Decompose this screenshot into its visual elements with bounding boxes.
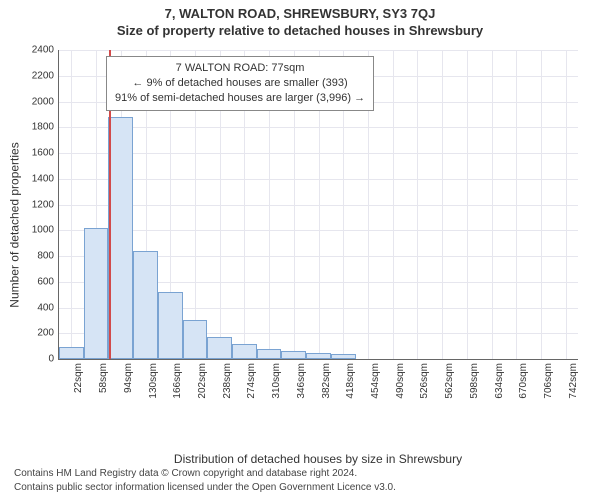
x-tick-label: 382sqm xyxy=(321,363,332,403)
gridline-vertical xyxy=(417,50,418,359)
histogram-bar xyxy=(207,337,232,359)
y-tick-label: 2000 xyxy=(24,96,54,107)
annotation-box: 7 WALTON ROAD: 77sqm ← 9% of detached ho… xyxy=(106,56,374,111)
histogram-bar xyxy=(306,353,331,359)
y-tick-label: 600 xyxy=(24,276,54,287)
x-tick-label: 598sqm xyxy=(469,363,480,403)
x-tick-label: 94sqm xyxy=(123,363,134,403)
y-axis-label: Number of detached properties xyxy=(6,50,24,400)
x-tick-label: 58sqm xyxy=(98,363,109,403)
x-tick-label: 490sqm xyxy=(395,363,406,403)
histogram-bar xyxy=(59,347,84,359)
annotation-line: ← 9% of detached houses are smaller (393… xyxy=(115,76,365,91)
x-axis-label: Distribution of detached houses by size … xyxy=(58,452,578,466)
footer-line: Contains public sector information licen… xyxy=(14,481,396,495)
y-tick-label: 400 xyxy=(24,302,54,313)
gridline-vertical xyxy=(566,50,567,359)
x-tick-label: 670sqm xyxy=(518,363,529,403)
annotation-line: 7 WALTON ROAD: 77sqm xyxy=(115,61,365,76)
figure-root: 7, WALTON ROAD, SHREWSBURY, SY3 7QJ Size… xyxy=(0,0,600,500)
x-tick-label: 274sqm xyxy=(246,363,257,403)
x-tick-label: 166sqm xyxy=(172,363,183,403)
x-tick-label: 238sqm xyxy=(222,363,233,403)
y-tick-label: 800 xyxy=(24,251,54,262)
chart-area: 7 WALTON ROAD: 77sqm ← 9% of detached ho… xyxy=(58,50,578,400)
gridline-vertical xyxy=(393,50,394,359)
x-tick-label: 454sqm xyxy=(370,363,381,403)
gridline-vertical xyxy=(71,50,72,359)
x-tick-label: 310sqm xyxy=(271,363,282,403)
gridline-vertical xyxy=(442,50,443,359)
x-tick-label: 526sqm xyxy=(419,363,430,403)
histogram-bar xyxy=(331,354,356,359)
y-tick-label: 1000 xyxy=(24,225,54,236)
y-tick-label: 1400 xyxy=(24,173,54,184)
gridline-vertical xyxy=(516,50,517,359)
y-tick-label: 1600 xyxy=(24,148,54,159)
histogram-bar xyxy=(232,344,257,359)
gridline-vertical xyxy=(541,50,542,359)
x-tick-label: 202sqm xyxy=(197,363,208,403)
histogram-bar xyxy=(257,349,282,359)
histogram-bar xyxy=(133,251,158,359)
x-tick-label: 130sqm xyxy=(148,363,159,403)
x-tick-label: 562sqm xyxy=(444,363,455,403)
y-tick-label: 0 xyxy=(24,354,54,365)
y-tick-label: 1800 xyxy=(24,122,54,133)
page-title-subtitle: Size of property relative to detached ho… xyxy=(0,23,600,40)
x-tick-label: 22sqm xyxy=(73,363,84,403)
histogram-bar xyxy=(84,228,109,359)
attribution-footer: Contains HM Land Registry data © Crown c… xyxy=(14,467,396,494)
y-tick-label: 1200 xyxy=(24,199,54,210)
page-title-address: 7, WALTON ROAD, SHREWSBURY, SY3 7QJ xyxy=(0,0,600,23)
gridline-vertical xyxy=(492,50,493,359)
x-tick-label: 418sqm xyxy=(345,363,356,403)
histogram-bar xyxy=(183,320,208,359)
annotation-line: 91% of semi-detached houses are larger (… xyxy=(115,91,365,106)
x-tick-label: 346sqm xyxy=(296,363,307,403)
y-tick-label: 2200 xyxy=(24,70,54,81)
x-tick-label: 706sqm xyxy=(543,363,554,403)
x-tick-label: 634sqm xyxy=(494,363,505,403)
histogram-bar xyxy=(108,117,133,359)
footer-line: Contains HM Land Registry data © Crown c… xyxy=(14,467,396,481)
histogram-bar xyxy=(158,292,183,359)
histogram-bar xyxy=(281,351,306,359)
y-tick-label: 200 xyxy=(24,328,54,339)
y-tick-label: 2400 xyxy=(24,45,54,56)
gridline-vertical xyxy=(467,50,468,359)
x-tick-label: 742sqm xyxy=(568,363,579,403)
